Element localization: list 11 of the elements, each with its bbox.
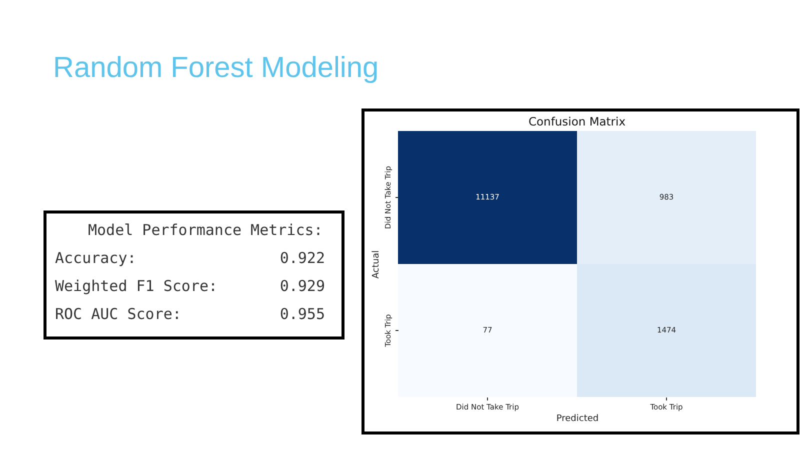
text: 0.922 — [280, 249, 325, 267]
text: Weighted F1 Score: — [55, 277, 218, 295]
text: Model Performance Metrics: — [88, 221, 323, 239]
text: 0.955 — [280, 305, 325, 323]
x-axis-title: Predicted — [556, 414, 599, 424]
text: ROC AUC Score: — [55, 305, 182, 323]
chart-title: Confusion Matrix — [528, 114, 626, 128]
text: 0.929 — [280, 277, 325, 295]
y-axis-title: Actual — [372, 250, 382, 279]
text: Random Forest Modeling — [53, 52, 379, 84]
text: Accuracy: — [55, 249, 136, 267]
